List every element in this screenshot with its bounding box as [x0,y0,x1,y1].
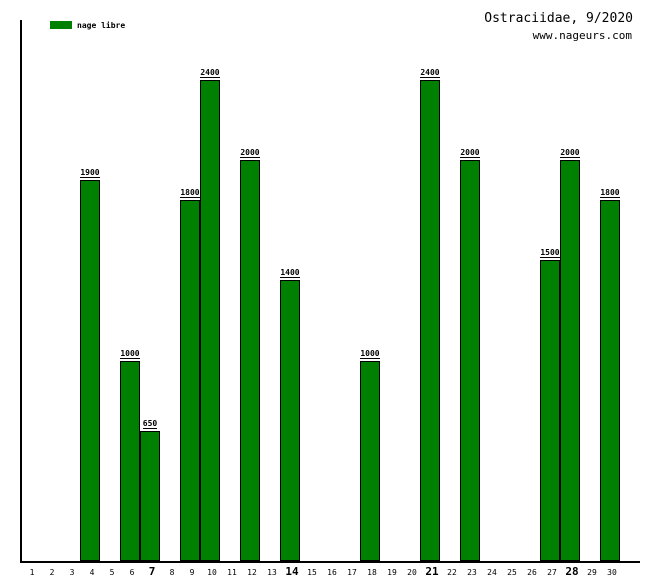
x-tick-label-10: 10 [207,568,217,577]
x-tick-label-9: 9 [189,568,195,577]
x-tick-label-18: 18 [367,568,377,577]
x-tick-label-21: 21 [425,565,439,578]
bar-day-10 [200,80,220,561]
x-tick-label-8: 8 [169,568,175,577]
x-tick-label-24: 24 [487,568,497,577]
x-tick-label-14: 14 [285,565,299,578]
x-tick-label-2: 2 [49,568,55,577]
bar-value-label-day-28: 2000 [560,148,580,158]
chart-title: Ostraciidae, 9/2020 [484,11,633,26]
x-tick-label-13: 13 [267,568,277,577]
bar-value-label-day-23: 2000 [460,148,480,158]
x-axis [20,561,640,563]
bar-day-18 [360,361,380,561]
bar-day-7 [140,431,160,561]
bar-day-6 [120,361,140,561]
bar-value-label-day-6: 1000 [120,349,140,359]
x-tick-label-3: 3 [69,568,75,577]
bar-day-27 [540,260,560,561]
x-tick-label-25: 25 [507,568,517,577]
x-tick-label-27: 27 [547,568,557,577]
x-tick-label-6: 6 [129,568,135,577]
bar-value-label-day-30: 1800 [600,188,620,198]
x-tick-label-17: 17 [347,568,357,577]
x-tick-label-7: 7 [148,565,156,578]
y-axis [20,20,22,563]
bar-day-9 [180,200,200,561]
bar-day-23 [460,160,480,561]
x-tick-label-4: 4 [89,568,95,577]
bar-value-label-day-10: 2400 [200,68,220,78]
x-tick-label-11: 11 [227,568,237,577]
x-tick-label-12: 12 [247,568,257,577]
x-tick-label-26: 26 [527,568,537,577]
legend-swatch-nage-libre [50,21,72,29]
x-tick-label-1: 1 [29,568,35,577]
bar-value-label-day-12: 2000 [240,148,260,158]
bar-value-label-day-7: 650 [142,419,158,429]
site-url: www.nageurs.com [532,29,632,42]
x-tick-label-23: 23 [467,568,477,577]
x-tick-label-22: 22 [447,568,457,577]
bar-value-label-day-18: 1000 [360,349,380,359]
x-tick-label-29: 29 [587,568,597,577]
bar-value-label-day-21: 2400 [420,68,440,78]
bar-value-label-day-27: 1500 [540,248,560,258]
legend-label: nage libre [77,20,126,30]
bar-day-14 [280,280,300,561]
bar-day-30 [600,200,620,561]
x-tick-label-28: 28 [565,565,579,578]
bar-value-label-day-14: 1400 [280,268,300,278]
bar-day-28 [560,160,580,561]
x-tick-label-5: 5 [109,568,115,577]
x-tick-label-19: 19 [387,568,397,577]
bar-value-label-day-9: 1800 [180,188,200,198]
bar-day-4 [80,180,100,561]
x-tick-label-16: 16 [327,568,337,577]
bar-value-label-day-4: 1900 [80,168,100,178]
x-tick-label-20: 20 [407,568,417,577]
bar-day-12 [240,160,260,561]
x-tick-label-15: 15 [307,568,317,577]
legend: nage libre [50,19,125,31]
bar-day-21 [420,80,440,561]
x-tick-label-30: 30 [607,568,617,577]
